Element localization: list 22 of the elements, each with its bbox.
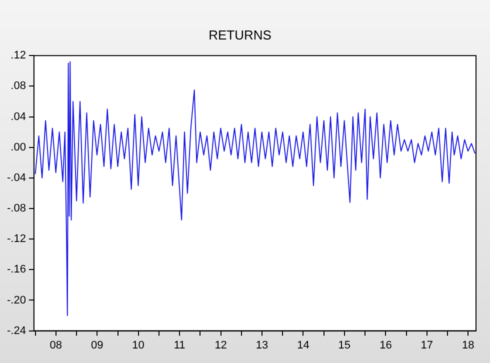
- y-tick-label: .00: [10, 141, 26, 154]
- x-tick-label: 17: [420, 339, 433, 352]
- x-tick-label: 16: [380, 339, 392, 352]
- y-tick-label: .12: [10, 50, 26, 62]
- x-tick-label: 10: [132, 339, 144, 352]
- y-tick-label: -.12: [6, 233, 26, 246]
- y-tick-label: -.16: [6, 264, 26, 276]
- x-tick-label: 11: [174, 339, 186, 352]
- y-tick-label: -.24: [6, 324, 26, 337]
- x-tick-label: 18: [462, 339, 474, 352]
- y-tick-label: -.04: [6, 172, 26, 184]
- x-tick-label: 08: [50, 339, 62, 352]
- x-tick-label: 13: [256, 339, 268, 352]
- x-tick-label: 15: [338, 339, 351, 352]
- x-tick-label: 14: [297, 339, 310, 352]
- x-tick-label: 09: [90, 339, 104, 352]
- y-tick-label: .04: [10, 110, 26, 123]
- y-tick-label: .08: [10, 80, 26, 92]
- y-tick-label: -.20: [6, 294, 26, 306]
- x-tick-label: 12: [214, 339, 227, 352]
- y-tick-label: -.08: [6, 202, 26, 215]
- chart-title: RETURNS: [208, 27, 272, 42]
